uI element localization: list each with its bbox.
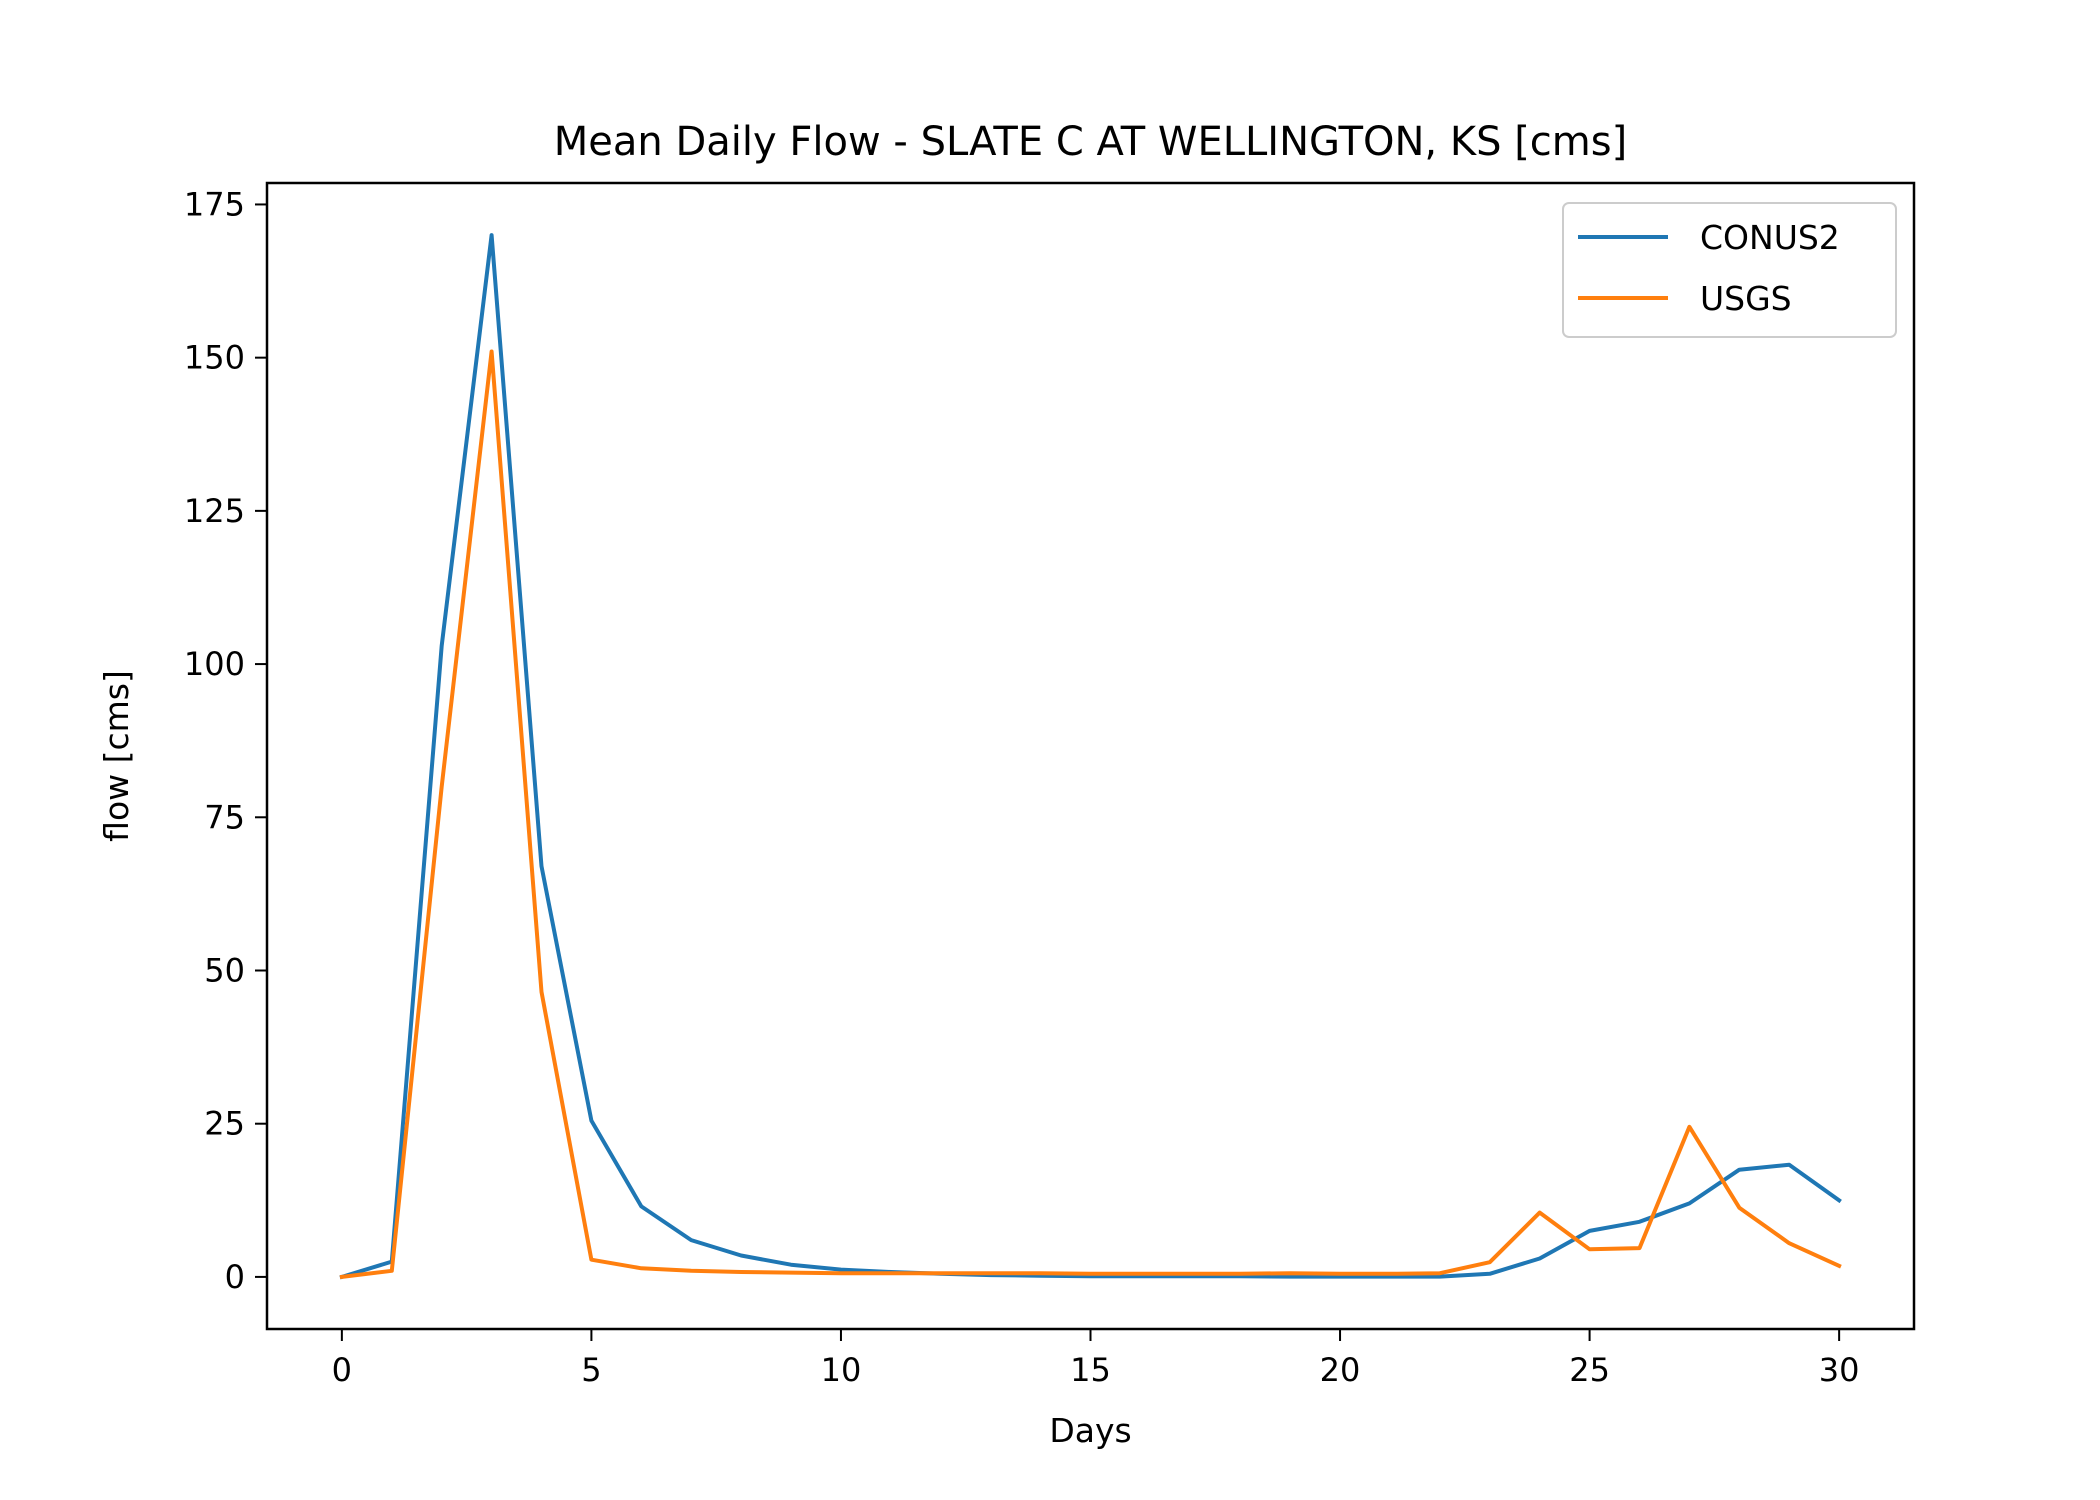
x-tick-label: 25	[1569, 1351, 1610, 1389]
y-tick-label: 100	[184, 645, 245, 683]
y-axis: 0 25 50 75 100 125 150 175	[184, 185, 267, 1296]
x-axis: 0 5 10 15 20 25 30	[332, 1329, 1860, 1389]
series-line-usgs	[339, 349, 1842, 1280]
x-axis-label: Days	[1049, 1411, 1131, 1450]
y-tick-label: 50	[204, 951, 245, 989]
x-tick-label: 10	[821, 1351, 862, 1389]
x-tick-label: 0	[332, 1351, 352, 1389]
legend-label: USGS	[1700, 279, 1792, 318]
chart-title: Mean Daily Flow - SLATE C AT WELLINGTON,…	[554, 119, 1627, 165]
y-tick-label: 175	[184, 185, 245, 223]
y-tick-label: 125	[184, 492, 245, 530]
y-axis-label: flow [cms]	[97, 670, 136, 842]
y-tick-label: 25	[204, 1105, 245, 1143]
x-tick-label: 30	[1819, 1351, 1860, 1389]
series-line-conus2	[339, 233, 1842, 1280]
x-tick-label: 20	[1320, 1351, 1361, 1389]
x-tick-label: 5	[581, 1351, 601, 1389]
legend-label: CONUS2	[1700, 218, 1840, 257]
x-tick-label: 15	[1070, 1351, 1111, 1389]
y-tick-label: 75	[204, 798, 245, 836]
y-tick-label: 150	[184, 339, 245, 377]
plot-series	[339, 233, 1842, 1280]
plot-frame	[265, 181, 1916, 1331]
y-tick-label: 0	[225, 1258, 245, 1296]
legend: CONUS2 USGS	[1562, 202, 1897, 338]
